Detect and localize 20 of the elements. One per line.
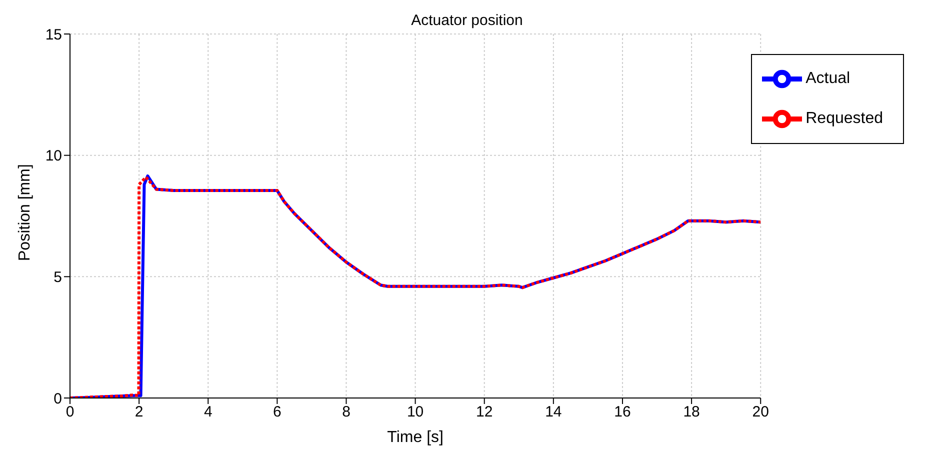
legend-label: Actual	[806, 70, 850, 88]
y-tick-label: 0	[54, 390, 62, 408]
chart-title: Actuator position	[411, 12, 523, 29]
y-tick-label: 5	[54, 268, 62, 286]
y-axis-title: Position [mm]	[16, 164, 34, 261]
x-tick-label: 18	[683, 404, 700, 421]
x-tick-label: 14	[545, 404, 562, 421]
x-tick-label: 16	[614, 404, 631, 421]
x-axis-title: Time [s]	[387, 429, 444, 446]
x-tick-label: 0	[66, 404, 74, 421]
legend-label: Requested	[806, 110, 883, 128]
x-tick-label: 2	[134, 404, 144, 421]
x-tick-label: 8	[342, 404, 350, 421]
y-tick-label: 10	[45, 148, 62, 165]
x-tick-label: 6	[273, 404, 282, 421]
x-tick-label: 4	[204, 404, 212, 421]
x-tick-label: 12	[476, 404, 493, 421]
x-tick-label: 20	[752, 404, 769, 421]
y-tick-label: 15	[45, 26, 62, 44]
x-tick-label: 10	[406, 404, 424, 421]
